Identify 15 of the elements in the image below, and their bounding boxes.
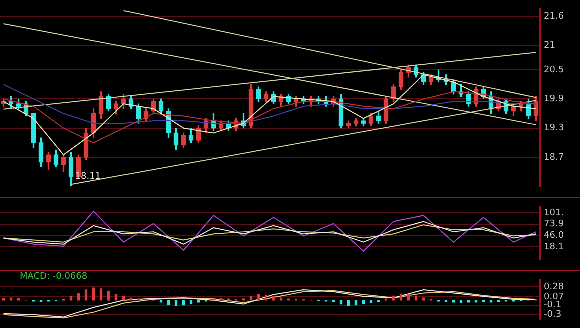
y-tick-label: -0.1: [544, 300, 562, 311]
y-tick-label: 20.5: [544, 65, 564, 76]
y-tick-label: 46.0: [544, 231, 564, 242]
y-tick-label: 21.6: [544, 12, 564, 22]
y-tick-label: 18.7: [544, 152, 564, 163]
y-tick-label: -0.3: [544, 310, 562, 320]
y-tick-label: 19.3: [544, 124, 564, 134]
y-tick-label: 73.9: [544, 220, 564, 230]
annotation: MACD: -0.0668: [20, 272, 88, 282]
y-tick-label: 18.1: [544, 242, 564, 253]
y-tick-label: 19.9: [544, 94, 564, 105]
y-tick-label: 0.07: [544, 292, 564, 302]
y-tick-label: 21: [544, 41, 556, 52]
y-tick-label: 0.28: [544, 282, 564, 292]
y-tick-label: 101.: [544, 208, 564, 218]
